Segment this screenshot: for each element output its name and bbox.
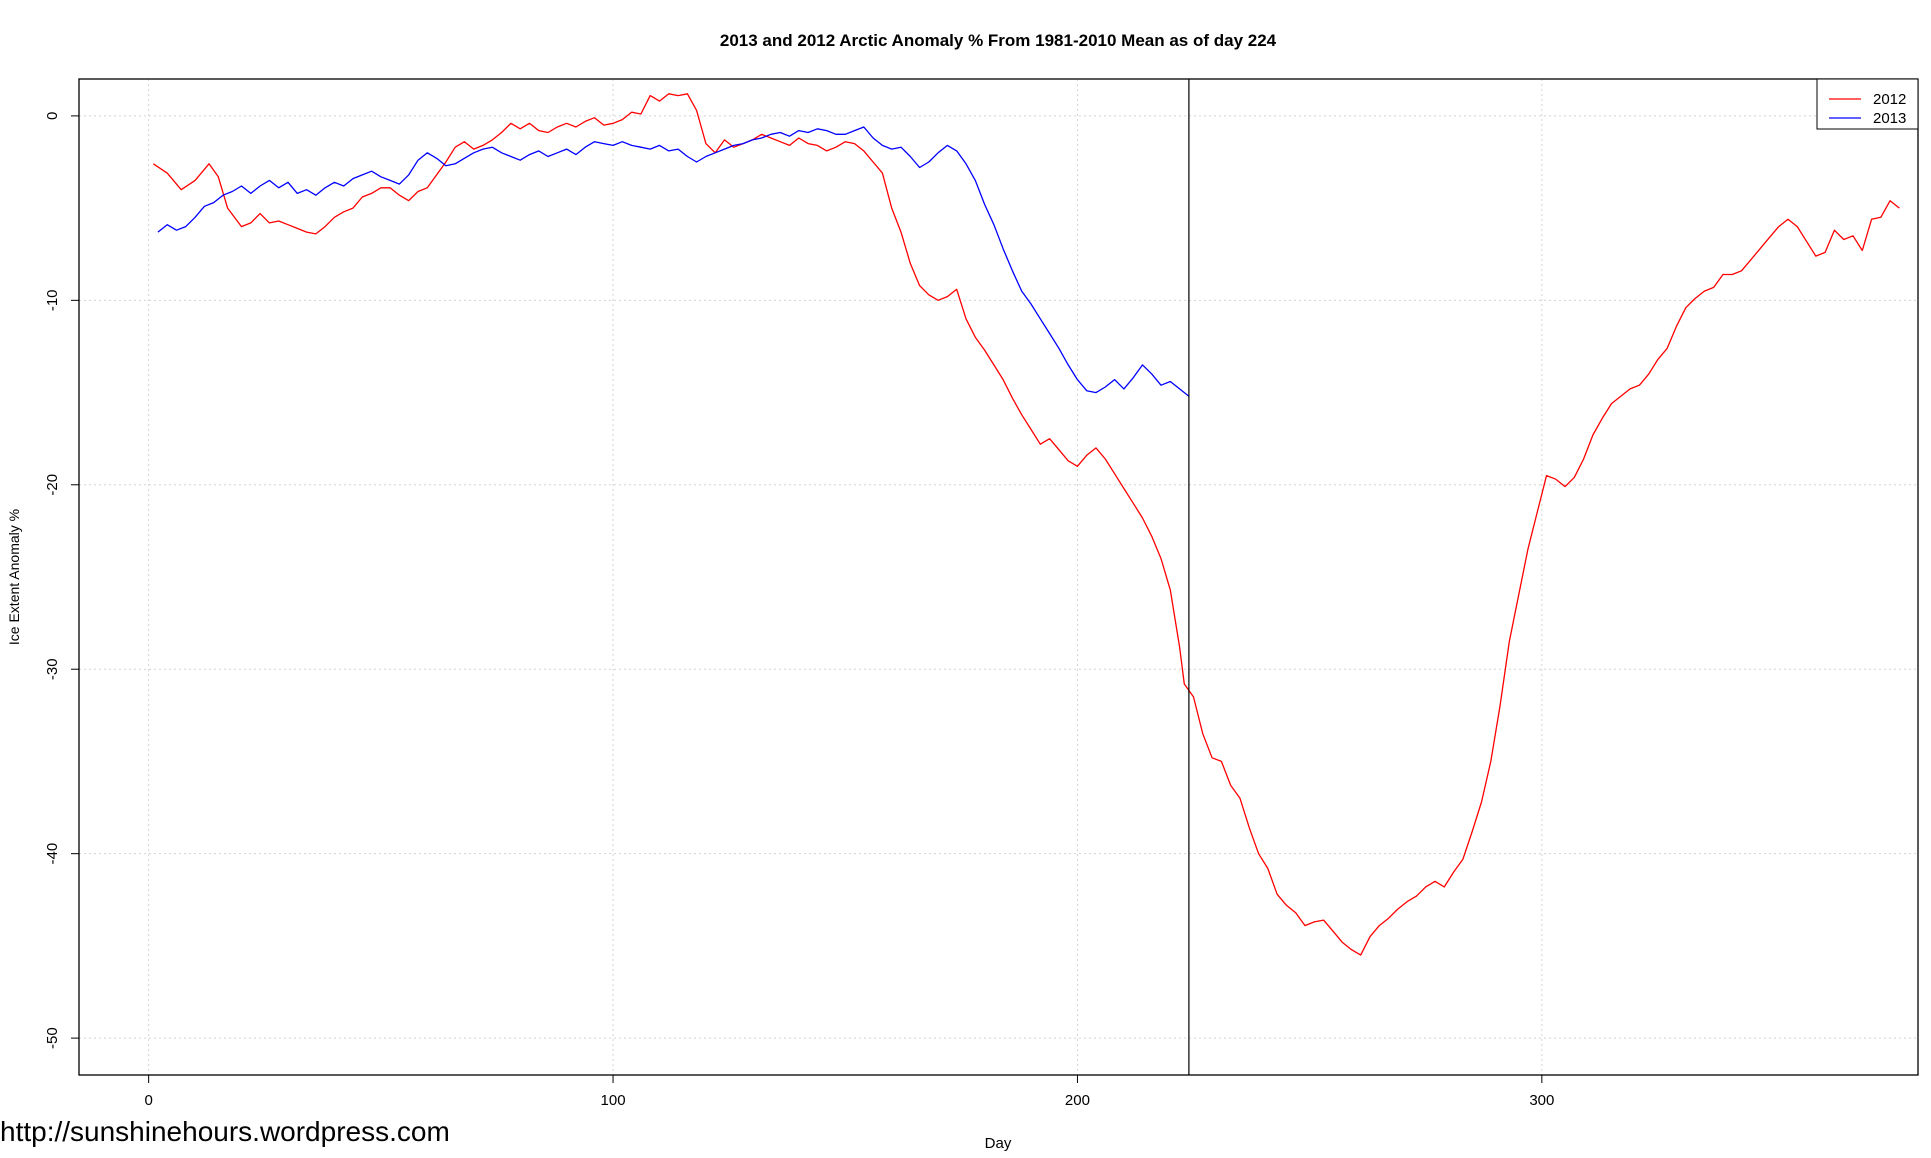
series-line-2013 xyxy=(157,126,1190,397)
series-line-2012 xyxy=(152,93,1900,956)
series-lines xyxy=(152,93,1900,956)
x-axis: 0 100 200 300 xyxy=(144,1075,1554,1109)
x-tick-label: 0 xyxy=(144,1092,152,1109)
legend-label-2012: 2012 xyxy=(1873,91,1906,108)
x-tick-label: 200 xyxy=(1065,1092,1090,1109)
x-tick-label: 100 xyxy=(601,1092,626,1109)
legend-label-2013: 2013 xyxy=(1873,110,1906,127)
legend: 2012 2013 xyxy=(1816,78,1919,130)
y-tick-label: -50 xyxy=(44,1027,61,1049)
y-tick-label: 0 xyxy=(44,112,61,120)
x-tick-label: 300 xyxy=(1529,1092,1554,1109)
y-tick-label: -30 xyxy=(44,658,61,680)
watermark-url: http://sunshinehours.wordpress.com xyxy=(0,1116,450,1147)
y-tick-label: -10 xyxy=(44,289,61,311)
y-tick-label: -40 xyxy=(44,843,61,865)
y-axis-label: Ice Extent Anomaly % xyxy=(6,509,22,645)
grid xyxy=(79,79,1918,1075)
chart-title: 2013 and 2012 Arctic Anomaly % From 1981… xyxy=(720,31,1277,50)
plot-frame xyxy=(78,78,1919,1076)
x-axis-label: Day xyxy=(985,1135,1012,1152)
y-tick-label: -20 xyxy=(44,474,61,496)
legend-box xyxy=(1816,78,1919,130)
y-axis: 0 -10 -20 -30 -40 -50 xyxy=(44,112,79,1049)
